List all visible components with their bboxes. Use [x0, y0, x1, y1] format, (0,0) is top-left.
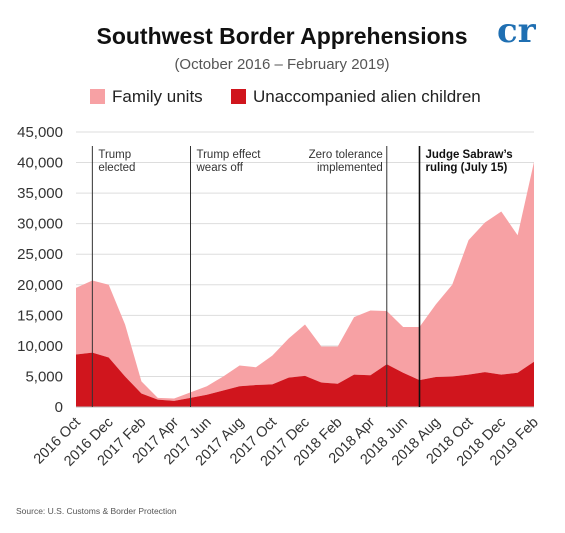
y-tick-label: 10,000	[17, 338, 63, 355]
y-tick-label: 5,000	[25, 368, 63, 385]
annotation-text: ruling (July 15)	[426, 162, 508, 174]
annotation-text: Trump	[98, 149, 131, 161]
legend-label-unaccompanied-children: Unaccompanied alien children	[253, 87, 481, 106]
legend-swatch-unaccompanied-children	[231, 89, 246, 104]
area-family-units	[76, 161, 534, 401]
annotation-text: elected	[98, 162, 135, 174]
legend-label-family-units: Family units	[112, 87, 203, 106]
y-tick-label: 0	[55, 399, 63, 416]
annotation-text: Trump effect	[197, 149, 262, 161]
annotation-text: wears off	[196, 162, 244, 174]
chart-subtitle: (October 2016 – February 2019)	[174, 56, 389, 73]
cr-logo: cr	[497, 11, 537, 51]
y-tick-label: 30,000	[17, 216, 63, 233]
y-axis: 0 5,000 10,000 15,000 20,000 25,000 30,000 35,0…	[17, 124, 63, 416]
y-tick-label: 20,000	[17, 277, 63, 294]
y-tick-label: 25,000	[17, 246, 63, 263]
y-tick-label: 15,000	[17, 307, 63, 324]
annotation-text: Judge Sabraw’s	[426, 149, 513, 161]
y-tick-label: 35,000	[17, 185, 63, 202]
source-note: Source: U.S. Customs & Border Protection	[16, 506, 177, 516]
chart-title: Southwest Border Apprehensions	[96, 23, 467, 49]
y-tick-label: 45,000	[17, 124, 63, 141]
y-tick-label: 40,000	[17, 155, 63, 172]
annotation-text: Zero tolerance	[309, 149, 383, 161]
legend: Family units Unaccompanied alien childre…	[90, 87, 481, 106]
gridlines	[76, 131, 534, 408]
logo-text: cr	[497, 11, 537, 51]
legend-swatch-family-units	[90, 89, 105, 104]
annotation-text: implemented	[317, 162, 383, 174]
